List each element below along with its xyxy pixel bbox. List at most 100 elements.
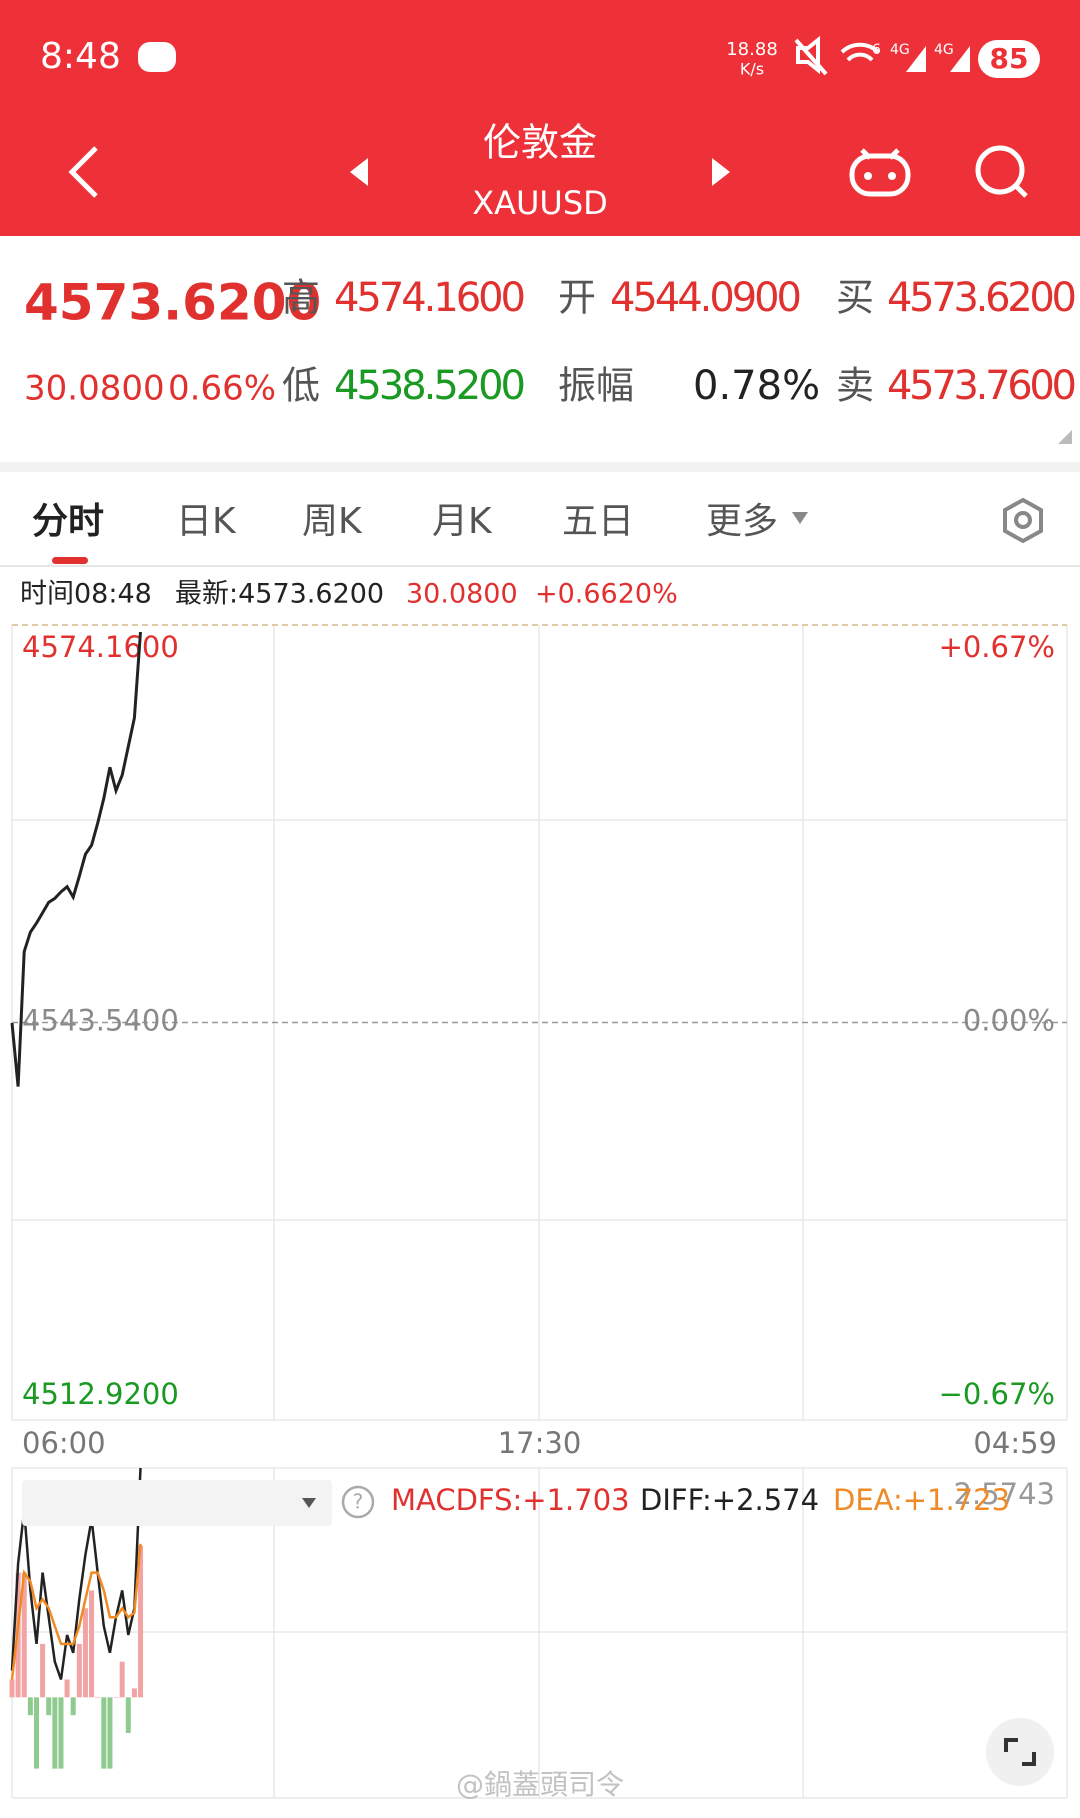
- indicator-selector[interactable]: [22, 1480, 332, 1526]
- y-tick-label: 2.5743: [954, 1477, 1055, 1511]
- header-subtitle: XAUUSD: [472, 184, 608, 222]
- net-speed: 18.88: [726, 39, 778, 60]
- histogram-bar: [76, 1643, 82, 1698]
- separator: [0, 462, 1080, 472]
- sell-value: 4573.7600: [887, 363, 1077, 409]
- signal-label: 4G: [934, 42, 954, 58]
- msg-icon: [138, 42, 176, 72]
- histogram-bar: [107, 1697, 113, 1769]
- tab[interactable]: 更多: [706, 501, 778, 542]
- selector-arrow: [302, 1498, 316, 1508]
- tab[interactable]: 五日: [562, 501, 634, 542]
- quote-label: 卖: [836, 364, 874, 408]
- fullscreen-icon: [1004, 1738, 1036, 1766]
- y-tick-label: 4512.9200: [22, 1377, 179, 1411]
- info-latest: 最新:4573.6200: [175, 579, 384, 610]
- price: 4573.6200: [24, 274, 321, 332]
- legend-label: MACDFS:+1.703: [391, 1483, 630, 1517]
- more-arrow: [792, 512, 808, 524]
- status-time: 8:48: [40, 36, 121, 77]
- help-icon[interactable]: [341, 1485, 375, 1519]
- net-unit: K/s: [740, 60, 764, 79]
- histogram-bar: [27, 1697, 33, 1716]
- quote-label: 开: [558, 276, 596, 320]
- header-title: 伦敦金: [483, 121, 597, 165]
- quote-label: 振幅: [558, 364, 634, 408]
- histogram-bar: [101, 1697, 107, 1769]
- histogram-bar: [58, 1697, 64, 1769]
- back-button[interactable]: [68, 146, 98, 198]
- search-button[interactable]: [975, 145, 1028, 198]
- histogram-bar: [40, 1643, 46, 1698]
- legend-label: DEA:+1.723: [833, 1483, 1010, 1517]
- histogram-bar: [46, 1697, 52, 1716]
- wifi-label: 6: [872, 42, 881, 58]
- y2-tick-label: +0.67%: [939, 630, 1055, 664]
- y2-tick-label: 0.00%: [963, 1004, 1055, 1038]
- change: 30.0800: [24, 369, 165, 409]
- change-pct: 0.66%: [168, 369, 276, 409]
- header-bg: [0, 0, 1080, 236]
- tab[interactable]: 周K: [302, 501, 363, 542]
- settings-dot: [1014, 511, 1032, 529]
- robot-eye: [888, 172, 896, 180]
- quote-label: 买: [836, 276, 874, 320]
- histogram-bar: [125, 1697, 131, 1733]
- expand-corner[interactable]: [1058, 430, 1072, 444]
- histogram-bar: [113, 1697, 119, 1698]
- histogram-bar: [95, 1697, 101, 1698]
- battery-level: 85: [990, 42, 1029, 75]
- tab[interactable]: 日K: [176, 501, 237, 542]
- y2-tick-label: −0.67%: [939, 1377, 1055, 1411]
- histogram-bar: [64, 1679, 70, 1698]
- help-mark: ?: [353, 1490, 364, 1514]
- robot-button[interactable]: [849, 148, 911, 197]
- fullscreen-button[interactable]: [986, 1718, 1054, 1786]
- tab[interactable]: 月K: [432, 501, 493, 542]
- x-tick-label: 17:30: [498, 1426, 582, 1460]
- high-value: 4574.1600: [334, 275, 526, 321]
- indicator-line: [10, 1543, 142, 1680]
- histogram-bar: [9, 1679, 15, 1698]
- low-value: 4538.5200: [334, 363, 526, 409]
- histogram-bar: [89, 1590, 95, 1698]
- settings-button[interactable]: [1003, 497, 1043, 544]
- histogram-bar: [131, 1688, 137, 1698]
- wifi-icon: [840, 42, 880, 62]
- tab[interactable]: 分时: [32, 501, 104, 542]
- next-button[interactable]: [712, 158, 730, 186]
- x-tick-label: 04:59: [973, 1426, 1057, 1460]
- robot-eye: [864, 172, 872, 180]
- prev-button[interactable]: [350, 158, 368, 186]
- grid-frame: [11, 625, 1068, 1799]
- legend-label: DIFF:+2.574: [640, 1483, 819, 1517]
- quote-label: 高: [282, 276, 320, 320]
- price-line: [10, 631, 142, 1087]
- info-pct: +0.6620%: [535, 579, 678, 610]
- histogram-bar: [138, 1545, 144, 1698]
- signal-icon: [906, 46, 926, 72]
- histogram-bar: [21, 1572, 27, 1698]
- indicator-line: [10, 1467, 142, 1680]
- watermark: @鍋蓋頭司令: [456, 1768, 624, 1801]
- histogram-bar: [70, 1697, 76, 1716]
- signal-icon: [950, 46, 970, 72]
- quote-label: 低: [282, 364, 320, 408]
- tab-bar: 分时 日K 周K 月K 五日 更多: [32, 501, 778, 542]
- info-change: 30.0800: [406, 579, 518, 610]
- histogram-bar: [119, 1661, 125, 1698]
- histogram-bar: [52, 1697, 58, 1769]
- open-value: 4544.0900: [610, 275, 802, 321]
- y-tick-label: 4574.1600: [22, 630, 179, 664]
- y-tick-label: 4543.5400: [22, 1004, 179, 1038]
- battery: [978, 40, 1040, 78]
- x-tick-label: 06:00: [22, 1426, 106, 1460]
- mute-icon: [794, 35, 828, 76]
- histogram-bar: [33, 1697, 39, 1769]
- amplitude-value: 0.78%: [693, 363, 820, 409]
- signal-label: 4G: [890, 42, 910, 58]
- buy-value: 4573.6200: [887, 275, 1077, 321]
- histogram-bar: [82, 1608, 88, 1698]
- info-time: 时间08:48: [20, 579, 152, 610]
